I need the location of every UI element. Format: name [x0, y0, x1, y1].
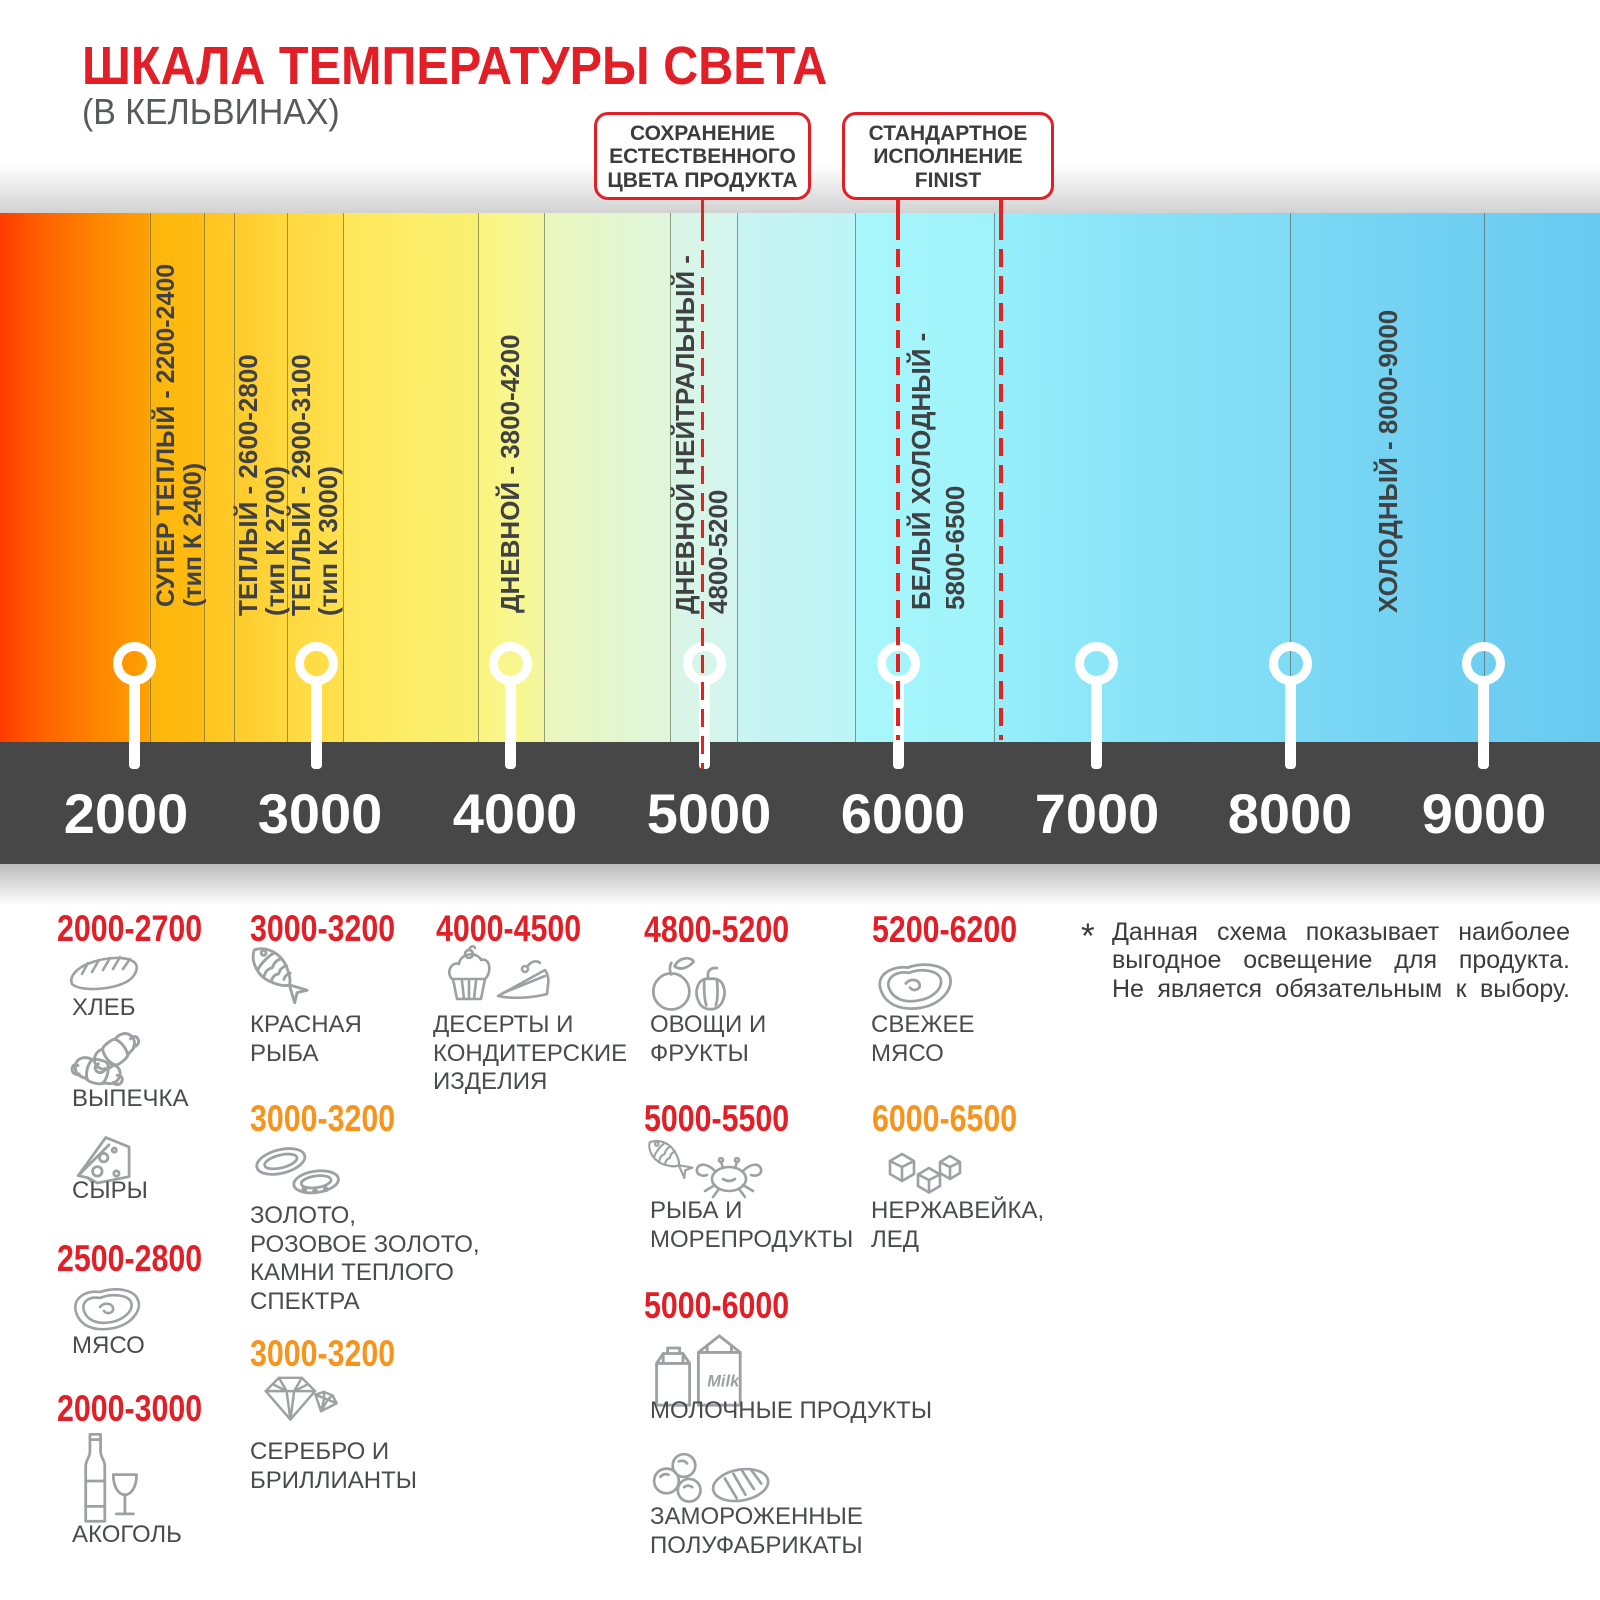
svg-text:Milk: Milk	[707, 1372, 740, 1390]
